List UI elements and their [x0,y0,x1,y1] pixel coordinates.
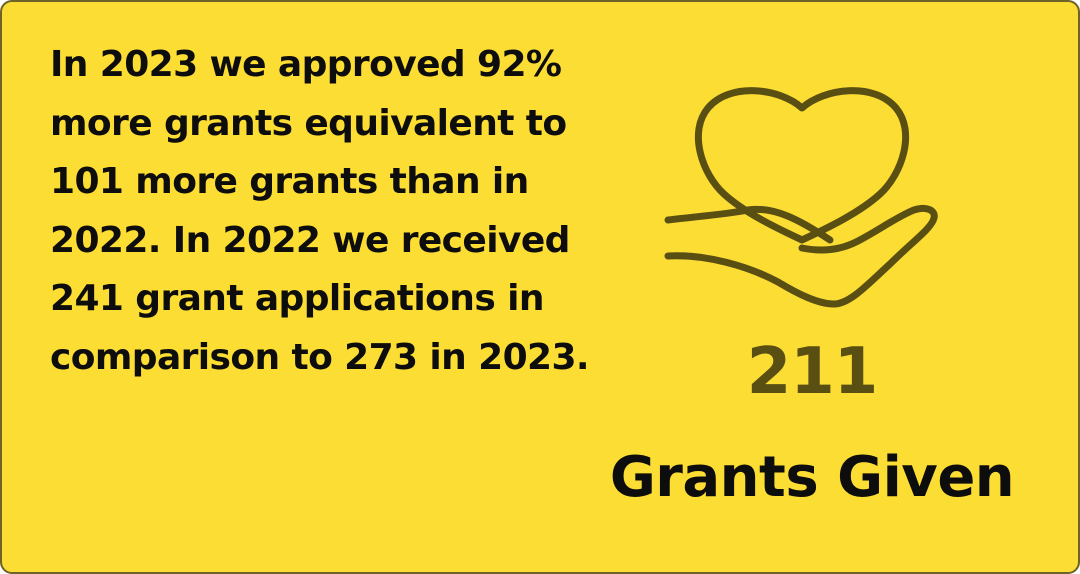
grants-summary-text: In 2023 we approved 92% more grants equi… [50,44,590,378]
grants-given-label: Grants Given [609,445,1015,510]
heart-in-hand-icon [662,82,942,322]
grants-given-count: 211 [746,335,879,409]
